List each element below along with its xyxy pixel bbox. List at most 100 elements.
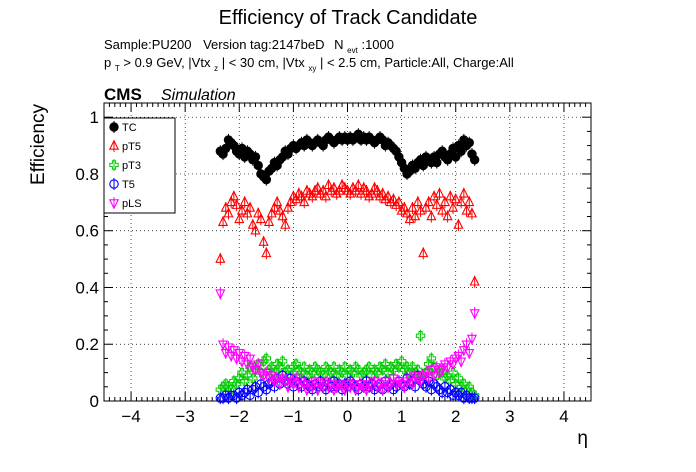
- x-tick-label: −2: [230, 407, 249, 426]
- data-point-pls: [277, 374, 288, 385]
- data-point-pls: [293, 383, 304, 394]
- data-point-pt5: [391, 198, 402, 209]
- pt-subscript: T: [115, 64, 120, 73]
- series-pt5: [215, 178, 480, 288]
- data-point-pt5: [277, 210, 288, 221]
- data-point-pls: [364, 380, 375, 391]
- legend-label-pt3: pT3: [122, 160, 141, 172]
- data-point-tc: [432, 157, 442, 168]
- x-tick-label: 0: [343, 407, 352, 426]
- data-point-pt5: [312, 181, 323, 192]
- data-point-t5: [218, 393, 228, 403]
- vtxxy-subscript: xy: [308, 64, 316, 73]
- data-point-pt5: [220, 201, 231, 212]
- data-point-t5: [242, 384, 253, 395]
- data-point-pt3: [261, 353, 272, 364]
- data-point-pt5: [458, 187, 469, 198]
- data-point-pt5: [437, 204, 448, 215]
- data-point-pt5: [407, 201, 418, 212]
- data-point-pt3: [415, 331, 426, 341]
- legend-items: TC pT5 pT3 T5 pLS: [108, 121, 142, 210]
- data-point-t5: [239, 387, 250, 398]
- data-point-pt5: [445, 190, 456, 201]
- y-tick-label: 0.8: [75, 165, 99, 184]
- data-point-pt5: [242, 207, 253, 218]
- data-point-t5: [261, 384, 272, 395]
- data-point-pt5: [374, 190, 386, 201]
- data-point-t5: [467, 393, 477, 403]
- legend-box: [103, 117, 176, 214]
- data-point-pt3: [277, 356, 288, 366]
- data-point-t5: [450, 387, 461, 398]
- data-point-pt5: [461, 204, 472, 215]
- data-point-t5: [226, 390, 236, 401]
- data-point-pt5: [377, 187, 388, 198]
- x-tick-label: 4: [559, 407, 568, 426]
- data-point-pt5: [447, 201, 459, 212]
- x-tick-label: 2: [451, 407, 460, 426]
- data-point-t5: [434, 384, 445, 395]
- data-point-pls: [299, 380, 310, 391]
- y-tick-label: 0: [90, 392, 99, 411]
- cms-label: CMS: [104, 85, 142, 104]
- data-point-pt5: [439, 195, 450, 207]
- data-point-pt5: [236, 204, 248, 215]
- data-point-pls: [255, 368, 267, 380]
- x-tick-label: 1: [397, 407, 406, 426]
- data-point-pls: [428, 371, 440, 382]
- data-point-t5: [464, 393, 474, 403]
- x-axis-label: η: [577, 428, 588, 449]
- data-point-t5: [448, 390, 458, 401]
- data-point-pls: [342, 380, 353, 391]
- data-point-tc: [451, 152, 461, 162]
- cut-b: | < 30 cm, |Vtx: [222, 55, 305, 70]
- data-point-pt5: [361, 184, 372, 195]
- data-point-pt5: [307, 190, 318, 201]
- data-point-pt5: [228, 190, 239, 201]
- data-point-pls: [439, 360, 450, 371]
- data-point-pls: [301, 385, 313, 397]
- data-point-pls: [396, 380, 407, 391]
- data-point-pt5: [388, 193, 399, 204]
- data-point-pt5: [328, 181, 340, 192]
- data-point-pt5: [217, 215, 229, 226]
- data-point-pt5: [380, 193, 391, 204]
- data-point-pt5: [456, 195, 467, 207]
- legend-label-pt5: pT5: [122, 141, 141, 153]
- data-point-pt5: [453, 218, 464, 229]
- data-point-pt5: [323, 178, 334, 190]
- data-point-pt5: [282, 201, 294, 212]
- data-point-pls: [339, 385, 350, 397]
- data-point-pt5: [393, 195, 404, 207]
- data-point-pls: [282, 383, 294, 394]
- data-point-pt5: [280, 218, 291, 229]
- data-point-pt5: [299, 195, 310, 207]
- data-point-pls: [407, 380, 418, 391]
- data-point-tc: [456, 146, 466, 156]
- legend-marker-tc: [109, 122, 119, 132]
- data-point-pt5: [255, 212, 267, 224]
- cut-c: | < 2.5 cm, Particle:All, Charge:All: [320, 55, 514, 70]
- x-tick-label: 3: [505, 407, 514, 426]
- data-points: [215, 128, 480, 405]
- data-point-t5: [440, 382, 450, 392]
- y-tick-label: 1: [90, 108, 99, 127]
- data-point-pt5: [261, 246, 272, 258]
- data-point-pls: [355, 380, 367, 391]
- data-point-t5: [456, 387, 466, 398]
- data-point-pls: [361, 385, 372, 397]
- x-tick-labels: −4 −3 −2 −1 0 1 2 3 4: [121, 407, 568, 426]
- data-point-pls: [456, 357, 467, 368]
- data-point-pls: [461, 340, 472, 351]
- grid-lines: [104, 103, 591, 402]
- data-point-pt5: [231, 198, 242, 209]
- subtitle-line-2: p T > 0.9 GeV, |Vtx z | < 30 cm, |Vtx xy…: [104, 55, 514, 74]
- data-point-pls: [366, 383, 377, 394]
- data-point-pls: [215, 289, 226, 300]
- data-point-pls: [420, 368, 432, 380]
- legend-marker-pls: [108, 199, 120, 210]
- data-point-pt5: [426, 210, 437, 221]
- data-point-pls: [247, 363, 258, 374]
- data-point-t5: [248, 384, 258, 395]
- y-tick-labels: 0 0.2 0.4 0.6 0.8 1: [75, 108, 99, 411]
